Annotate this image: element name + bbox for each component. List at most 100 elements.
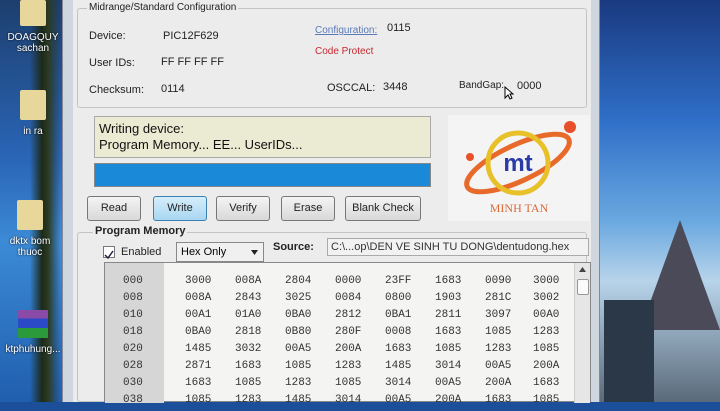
memory-cell[interactable]: 3014 [335,394,362,406]
row-address: 020 [123,343,143,355]
memory-cell[interactable]: 1283 [235,394,262,406]
memory-cell[interactable]: 1485 [285,394,312,406]
memory-cell[interactable]: 1283 [485,343,512,355]
memory-cell[interactable]: 3002 [533,292,560,304]
memory-cell[interactable]: 1085 [435,343,462,355]
memory-cell[interactable]: 3025 [285,292,312,304]
scroll-up-icon[interactable] [579,267,586,272]
enabled-label: Enabled [121,246,162,258]
memory-cell[interactable]: 0B80 [285,326,312,338]
memory-cell[interactable]: 3032 [235,343,262,355]
memory-cell[interactable]: 00A1 [185,309,212,321]
row-address: 000 [123,275,143,287]
read-button[interactable]: Read [87,196,141,221]
memory-cell[interactable]: 200A [335,343,362,355]
memory-cell[interactable]: 2843 [235,292,262,304]
memory-cell[interactable]: 3000 [185,275,212,287]
memory-cell[interactable]: 1683 [485,394,512,406]
desktop-icon[interactable]: ktphuhung... [0,310,66,355]
pickit-window: Midrange/Standard Configuration Device: … [62,0,600,406]
memory-cell[interactable]: 2818 [235,326,262,338]
memory-cell[interactable]: 3014 [385,377,412,389]
memory-cell[interactable]: 0000 [335,275,362,287]
mode-select-value: Hex Only [181,246,227,258]
memory-cell[interactable]: 0084 [335,292,362,304]
memory-cell[interactable]: 3000 [533,275,560,287]
memory-cell[interactable]: 1085 [185,394,212,406]
memory-cell[interactable]: 0800 [385,292,412,304]
desktop-icon[interactable]: dktx bom thuoc [0,200,60,258]
erase-button[interactable]: Erase [281,196,335,221]
memory-cell[interactable]: 008A [235,275,262,287]
enabled-checkbox[interactable] [103,246,115,260]
write-button[interactable]: Write [153,196,207,221]
memory-cell[interactable]: 2812 [335,309,362,321]
wallpaper-church-tower [604,300,654,402]
configuration-value: 0115 [387,22,411,34]
memory-cell[interactable]: 281C [485,292,512,304]
memory-cell[interactable]: 200A [435,394,462,406]
memory-cell[interactable]: 1903 [435,292,462,304]
configuration-link[interactable]: Configuration: [315,25,378,36]
mode-select[interactable]: Hex Only [176,242,264,262]
memory-cell[interactable]: 00A5 [285,343,312,355]
vertical-scrollbar[interactable] [574,263,590,403]
memory-cell[interactable]: 3097 [485,309,512,321]
memory-cell[interactable]: 1683 [533,377,560,389]
progress-fill [95,164,430,186]
memory-cell[interactable]: 0BA0 [185,326,212,338]
memory-cell[interactable]: 0BA0 [285,309,312,321]
memory-cell[interactable]: 1485 [185,343,212,355]
memory-cell[interactable]: 008A [185,292,212,304]
memory-cell[interactable]: 1085 [235,377,262,389]
memory-cell[interactable]: 00A0 [533,309,560,321]
memory-cell[interactable]: 1683 [185,377,212,389]
memory-cell[interactable]: 1085 [533,394,560,406]
memory-cell[interactable]: 1085 [533,343,560,355]
memory-cell[interactable]: 00A5 [485,360,512,372]
program-memory-grid[interactable]: 000 3000 008A 2804 0000 23FF 1683 0090 3000 008 00… [104,262,591,406]
memory-cell[interactable]: 0090 [485,275,512,287]
memory-cell[interactable]: 1485 [385,360,412,372]
memory-cell[interactable]: 280F [335,326,362,338]
scrollbar-thumb[interactable] [577,279,589,295]
memory-cell[interactable]: 1683 [435,326,462,338]
logo-orbit-icon: mt MINH TAN [464,121,576,215]
memory-cell[interactable]: 00A5 [385,394,412,406]
memory-cell[interactable]: 3014 [435,360,462,372]
memory-cell[interactable]: 2811 [435,309,462,321]
verify-button[interactable]: Verify [216,196,270,221]
memory-cell[interactable]: 1283 [285,377,312,389]
memory-cell[interactable]: 1283 [533,326,560,338]
memory-cell[interactable]: 2804 [285,275,312,287]
desktop-icon[interactable]: in ra [0,90,66,137]
checksum-value: 0114 [161,83,185,95]
table-row: 020 1485 3032 00A5 200A 1683 1085 1283 1085 [105,343,570,360]
desktop-icon[interactable]: DOAGQUY sachan [0,0,66,54]
memory-cell[interactable]: 0BA1 [385,309,412,321]
memory-cell[interactable]: 2871 [185,360,212,372]
memory-cell[interactable]: 200A [485,377,512,389]
memory-cell[interactable]: 1683 [385,343,412,355]
progress-bar [94,163,431,187]
table-row: 018 0BA0 2818 0B80 280F 0008 1683 1085 1283 [105,326,570,343]
memory-cell[interactable]: 1683 [435,275,462,287]
memory-cell[interactable]: 01A0 [235,309,262,321]
memory-cell[interactable]: 0008 [385,326,412,338]
logo-mark: mt [503,150,532,177]
memory-cell[interactable]: 00A5 [435,377,462,389]
memory-cell[interactable]: 200A [533,360,560,372]
memory-cell[interactable]: 23FF [385,275,412,287]
mouse-cursor-icon [504,86,514,100]
blank-check-button[interactable]: Blank Check [345,196,421,221]
row-address: 030 [123,377,143,389]
checkmark-icon [104,250,114,260]
memory-cell[interactable]: 1085 [485,326,512,338]
memory-cell[interactable]: 1683 [235,360,262,372]
memory-cell[interactable]: 1283 [335,360,362,372]
memory-cell[interactable]: 1085 [335,377,362,389]
memory-cell[interactable]: 1085 [285,360,312,372]
config-group-title: Midrange/Standard Configuration [87,2,239,13]
program-memory-title: Program Memory [93,225,188,237]
bandgap-value: 0000 [517,80,542,92]
